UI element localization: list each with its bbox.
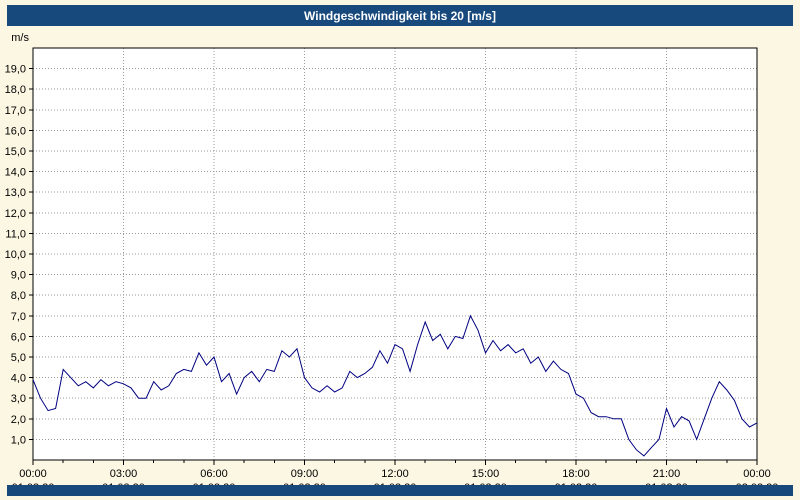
svg-text:00:00: 00:00 (743, 468, 771, 480)
svg-text:4,0: 4,0 (11, 373, 26, 385)
y-axis-labels: 1,0 2,0 3,0 4,0 5,0 6,0 7,0 8,0 9,0 10,0 11,0 12,0 1… (5, 64, 26, 447)
svg-text:m/s: m/s (11, 32, 29, 44)
title-bar: Windgeschwindigkeit bis 20 [m/s] (7, 5, 793, 26)
svg-text:2,0: 2,0 (11, 414, 26, 426)
svg-text:7,0: 7,0 (11, 311, 26, 323)
gridlines (33, 48, 757, 460)
svg-text:8,0: 8,0 (11, 290, 26, 302)
svg-text:13,0: 13,0 (5, 187, 26, 199)
svg-text:6,0: 6,0 (11, 331, 26, 343)
svg-text:19,0: 19,0 (5, 64, 26, 76)
y-axis-unit-label: m/s (11, 32, 29, 44)
svg-text:1,0: 1,0 (11, 434, 26, 446)
svg-text:18,0: 18,0 (5, 84, 26, 96)
svg-text:09:00: 09:00 (291, 468, 319, 480)
svg-text:15,0: 15,0 (5, 146, 26, 158)
svg-text:3,0: 3,0 (11, 393, 26, 405)
svg-text:12,0: 12,0 (5, 208, 26, 220)
svg-text:00:00: 00:00 (19, 468, 47, 480)
bottom-bar (7, 485, 793, 496)
svg-text:21:00: 21:00 (653, 468, 681, 480)
svg-text:12:00: 12:00 (381, 468, 409, 480)
svg-text:06:00: 06:00 (200, 468, 228, 480)
chart-title: Windgeschwindigkeit bis 20 [m/s] (304, 8, 496, 23)
svg-text:5,0: 5,0 (11, 352, 26, 364)
svg-text:11,0: 11,0 (5, 228, 26, 240)
svg-text:16,0: 16,0 (5, 125, 26, 137)
wind-speed-line (32, 314, 758, 457)
svg-text:10,0: 10,0 (5, 249, 26, 261)
svg-text:14,0: 14,0 (5, 167, 26, 179)
svg-text:9,0: 9,0 (11, 270, 26, 282)
svg-text:17,0: 17,0 (5, 105, 26, 117)
svg-text:18:00: 18:00 (562, 468, 590, 480)
svg-text:15:00: 15:00 (472, 468, 500, 480)
svg-text:03:00: 03:00 (110, 468, 138, 480)
